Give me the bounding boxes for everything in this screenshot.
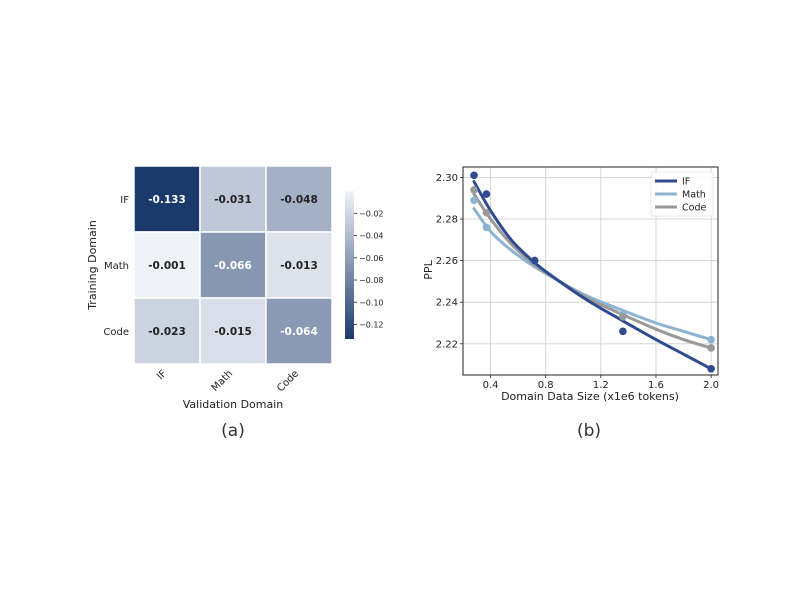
- data-point-code: [707, 344, 715, 352]
- colorbar-tick-label: −0.10: [359, 298, 384, 307]
- y-tick-label: 2.22: [436, 339, 458, 350]
- line-y-axis-label: PPL: [422, 259, 435, 279]
- line-chart-panel: 0.4 0.8 1.2 1.6 2.0 2.22 2.24 2.26 2.28 2.30 IF M…: [422, 166, 719, 441]
- x-tick-label: 0.4: [483, 380, 499, 391]
- data-point-if: [482, 190, 491, 198]
- heatmap-cell: [133, 297, 201, 365]
- series-line-code: [472, 192, 713, 350]
- data-point-math: [470, 196, 478, 205]
- y-tick-label: 2.30: [436, 173, 458, 184]
- line-x-axis-label: Domain Data Size (x1e6 tokens): [501, 390, 679, 403]
- heatmap-cell-label: -0.013: [280, 260, 318, 272]
- heatmap-cell-label: -0.048: [280, 194, 318, 206]
- heatmap-y-tick-label: IF: [120, 195, 129, 206]
- heatmap-cell: [133, 165, 201, 233]
- colorbar-tick-label: −0.04: [359, 232, 384, 241]
- data-point-if: [707, 364, 715, 373]
- series-line-math: [472, 207, 713, 342]
- heatmap-x-tick-label: IF: [155, 368, 169, 382]
- x-tick-label: 1.2: [593, 380, 609, 391]
- data-point-code: [470, 186, 478, 194]
- heatmap-cell-label: -0.031: [214, 194, 252, 206]
- heatmap-cell-label: -0.066: [214, 260, 252, 272]
- heatmap-cell: [199, 297, 267, 365]
- colorbar-tick-label: −0.02: [359, 209, 384, 218]
- colorbar-tick-label: −0.06: [359, 254, 384, 263]
- data-point-if: [470, 171, 478, 180]
- heatmap-panel: -0.133 -0.031 -0.048 -0.001 -0.066 -0.013 -0.0…: [86, 165, 384, 441]
- heatmap-x-tick-label: Math: [210, 368, 235, 393]
- data-point-if: [619, 327, 627, 336]
- colorbar-tick-label: −0.12: [359, 321, 384, 330]
- data-point-if: [530, 256, 539, 265]
- heatmap-cell: [199, 165, 267, 233]
- x-tick-label: 2.0: [703, 380, 719, 391]
- legend-label-math: Math: [682, 190, 706, 201]
- plot-frame: [462, 166, 719, 376]
- legend-label-if: IF: [682, 177, 690, 188]
- data-point-code: [619, 312, 627, 321]
- data-point-code: [482, 208, 491, 217]
- heatmap-x-axis-label: Validation Domain: [183, 398, 284, 411]
- panel-label-b: (b): [577, 421, 601, 441]
- colorbar: [345, 191, 354, 339]
- heatmap-cell: [265, 297, 333, 365]
- heatmap-x-tick-label: Code: [275, 368, 301, 394]
- heatmap-y-axis-label: Training Domain: [86, 220, 99, 311]
- y-tick-label: 2.28: [436, 215, 458, 226]
- x-tick-label: 0.8: [538, 380, 554, 391]
- heatmap-cell-label: -0.064: [280, 326, 318, 338]
- heatmap-cell-label: -0.133: [148, 194, 186, 206]
- panel-label-a: (a): [221, 421, 245, 441]
- heatmap-cell: [265, 231, 333, 299]
- heatmap-y-tick-label: Math: [104, 261, 129, 272]
- y-tick-label: 2.24: [436, 298, 458, 309]
- heatmap-y-tick-label: Code: [103, 327, 129, 338]
- data-point-math: [707, 335, 715, 344]
- heatmap-cell-label: -0.015: [214, 326, 252, 338]
- x-tick-label: 1.6: [648, 380, 664, 391]
- colorbar-tick-label: −0.08: [359, 276, 384, 285]
- y-tick-label: 2.26: [436, 256, 458, 267]
- data-point-math: [482, 223, 491, 232]
- series-line-if: [472, 180, 713, 371]
- heatmap-cell-label: -0.023: [148, 326, 186, 338]
- heatmap-cell-label: -0.001: [148, 260, 186, 272]
- legend-label-code: Code: [682, 203, 706, 214]
